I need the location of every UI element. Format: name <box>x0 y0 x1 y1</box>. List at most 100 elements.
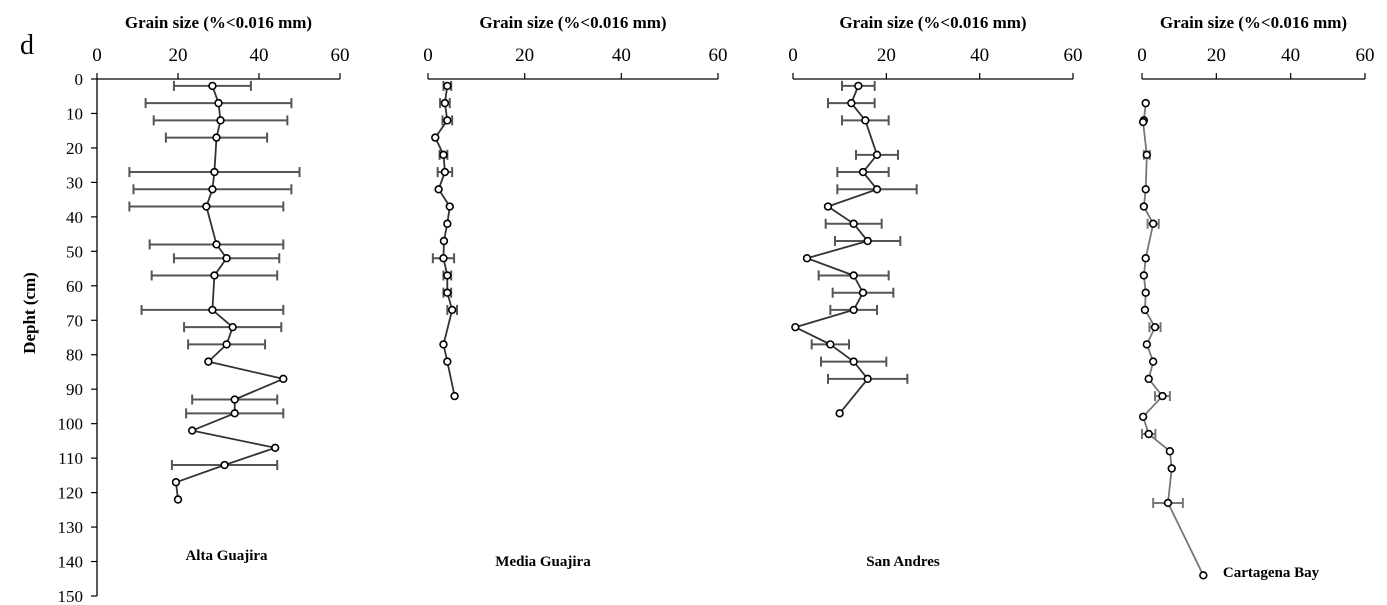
y-tick-label: 50 <box>66 242 83 261</box>
data-point <box>208 305 217 315</box>
data-point <box>1142 150 1152 160</box>
data-point <box>1138 412 1148 421</box>
data-point <box>826 340 835 349</box>
data-point <box>1144 374 1153 384</box>
data-point <box>212 240 221 249</box>
data-point <box>222 254 231 263</box>
panel-san-andres: Grain size (%<0.016 mm) 0 20 40 60 San Andres <box>788 13 1082 570</box>
x-tick-label: 20 <box>1207 45 1226 66</box>
panel-cartagena-bay: Grain size (%<0.016 mm) 0 20 40 60 Cartagena … <box>1137 13 1374 581</box>
data-point <box>791 322 800 332</box>
data-point <box>1141 254 1150 263</box>
data-point <box>439 150 448 160</box>
data-point <box>204 357 213 366</box>
x-tick-label: 40 <box>250 45 269 66</box>
data-point <box>279 374 288 384</box>
data-point <box>443 219 452 228</box>
data-point <box>1148 219 1158 228</box>
x-axis-title: Grain size (%<0.016 mm) <box>1160 13 1347 32</box>
x-tick-label: 20 <box>877 45 896 66</box>
data-point <box>187 426 197 435</box>
y-tick-label: 90 <box>66 380 83 399</box>
data-point <box>1158 391 1167 401</box>
y-tick-label: 100 <box>58 415 84 434</box>
y-tick-label: 60 <box>66 277 83 296</box>
data-point <box>443 81 452 91</box>
data-point <box>222 340 231 349</box>
data-point <box>443 357 452 366</box>
data-point <box>212 133 221 142</box>
panel-letter: d <box>20 30 34 61</box>
data-point <box>863 236 872 246</box>
data-point <box>1142 340 1152 349</box>
data-point <box>210 167 219 177</box>
data-point <box>443 288 452 297</box>
data-point <box>171 478 181 487</box>
data-point <box>1150 322 1160 332</box>
data-point <box>1148 357 1158 366</box>
y-tick-label: 40 <box>66 208 83 227</box>
data-point <box>439 236 449 246</box>
data-point <box>858 167 868 177</box>
y-axis-title: Depht (cm) <box>20 272 39 354</box>
series-line <box>792 85 879 414</box>
data-point <box>1165 447 1175 456</box>
series-line <box>175 85 287 500</box>
data-point <box>849 219 858 228</box>
x-tick-label: 60 <box>709 45 728 66</box>
data-point <box>1141 288 1150 297</box>
x-tick-label: 0 <box>788 45 798 66</box>
data-point <box>823 202 833 211</box>
panel-media-guajira: Grain size (%<0.016 mm) 0 20 40 60 Media Guaj… <box>423 13 727 570</box>
data-point <box>431 133 440 142</box>
x-axis-title: Grain size (%<0.016 mm) <box>479 13 666 32</box>
data-point <box>445 202 454 211</box>
data-point <box>1167 464 1176 473</box>
data-point <box>443 116 452 125</box>
data-point <box>216 116 225 125</box>
data-point <box>872 185 882 194</box>
y-tick-label: 30 <box>66 173 83 192</box>
data-point <box>230 409 239 418</box>
y-tick-label: 110 <box>58 449 83 468</box>
data-point <box>1141 98 1150 108</box>
data-point <box>835 409 844 418</box>
x-tick-label: 20 <box>515 45 534 66</box>
data-point <box>440 98 450 108</box>
data-point <box>271 443 280 452</box>
data-point <box>208 81 217 91</box>
panel-title: Alta Guajira <box>185 548 268 564</box>
data-point <box>230 395 239 404</box>
data-point <box>849 305 858 315</box>
data-point <box>863 374 872 384</box>
panel-title: San Andres <box>866 554 940 570</box>
data-point <box>861 116 870 125</box>
data-point <box>854 81 863 91</box>
y-axis: 0 10 20 30 40 50 60 70 80 90 100 110 120 130 140 150 <box>58 70 98 605</box>
data-point <box>1199 571 1208 580</box>
data-point <box>1139 271 1149 280</box>
data-point <box>440 167 450 177</box>
data-point <box>173 495 183 504</box>
data-point <box>858 288 868 297</box>
data-point <box>439 340 448 349</box>
y-tick-label: 150 <box>58 587 84 605</box>
data-point <box>202 202 211 211</box>
data-point <box>439 254 448 263</box>
y-tick-label: 120 <box>58 484 84 503</box>
data-point <box>210 271 219 280</box>
data-point <box>1138 117 1148 127</box>
data-point <box>1163 498 1173 508</box>
panel-title: Cartagena Bay <box>1223 565 1320 581</box>
y-tick-label: 70 <box>66 311 83 330</box>
x-tick-label: 60 <box>331 45 350 66</box>
data-point <box>849 357 858 366</box>
data-point <box>208 185 217 194</box>
data-point <box>214 98 223 108</box>
data-point <box>802 254 812 263</box>
x-tick-label: 60 <box>1064 45 1083 66</box>
x-tick-label: 40 <box>970 45 989 66</box>
y-tick-label: 0 <box>75 70 84 89</box>
data-point <box>847 98 856 108</box>
data-point <box>447 305 457 315</box>
